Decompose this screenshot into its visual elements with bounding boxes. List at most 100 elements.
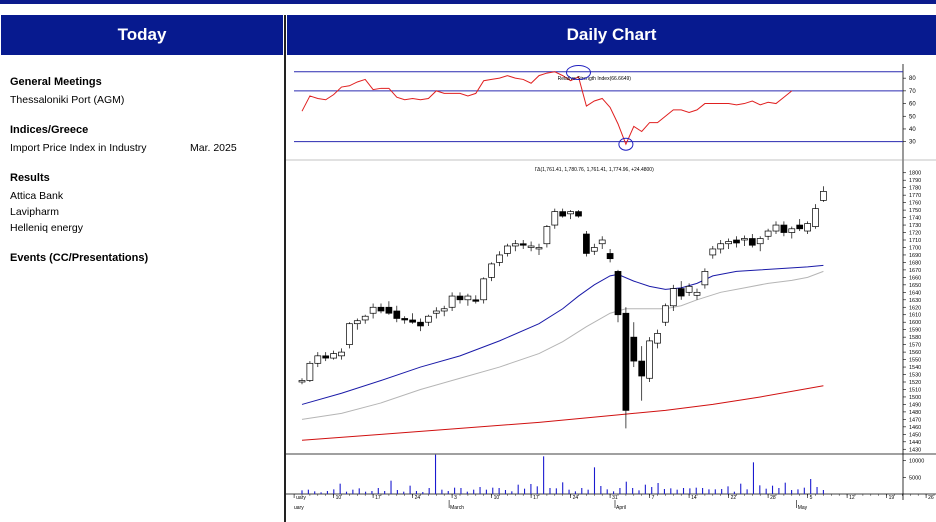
candle-body [598,239,606,245]
candle-body [314,355,322,364]
candle-body [590,247,598,252]
candle-body [464,295,472,301]
price-tick-label: 1620 [909,305,921,311]
price-label: ΓΔ(1,761.41, 1,780.76, 1,761.41, 1,774.9… [535,167,654,173]
rsi-tick-label: 50 [909,114,916,120]
section-results: Results Attica Bank Lavipharm Helleniq e… [10,172,278,236]
section-title: Results [10,172,50,184]
x-tick-label: 17 [375,495,381,501]
price-tick-label: 1670 [909,268,921,274]
candle-body [401,318,409,321]
candle-body [772,224,780,232]
candle-body [472,299,480,302]
price-tick-label: 1550 [909,358,921,364]
candle-body [788,228,796,233]
list-item: Thessaloniki Port (AGM) [10,92,278,108]
candle-body [804,223,811,232]
price-tick-label: 1490 [909,402,921,408]
price-tick-label: 1650 [909,283,921,289]
candle-body [361,315,369,321]
price-tick-label: 1470 [909,417,921,423]
candle-body [519,243,527,246]
candle-body [425,315,432,323]
section-indices-greece: Indices/Greece Import Price Index in Ind… [10,124,278,156]
candle-body [488,263,495,278]
candle-body [440,308,448,312]
price-tick-label: 1540 [909,365,921,371]
candle-body [756,238,764,245]
month-label: May [798,505,808,511]
item-name: Helleniq energy [10,222,83,234]
price-tick-label: 1710 [909,238,921,244]
x-tick-label: 10 [494,495,500,501]
first-month-label: uary [294,505,304,511]
candle-body [567,211,574,215]
candle-body [630,336,638,362]
price-tick-label: 1500 [909,395,921,401]
rsi-line [301,71,793,146]
today-header: Today [1,15,283,55]
section-title: Events (CC/Presentations) [10,252,149,264]
candle-body [796,224,804,230]
list-item: Attica Bank [10,188,278,204]
volume-tick-label: 10000 [909,459,924,465]
candle-body [369,306,377,314]
candle-body [709,248,717,256]
rsi-label: Relative Strength Index(66.6649) [558,76,632,82]
candle-body [432,310,440,314]
section-events: Events (CC/Presentations) [10,252,278,264]
section-title: Indices/Greece [10,124,89,136]
price-tick-label: 1770 [909,193,921,199]
candle-body [417,321,424,327]
candle-body [330,353,337,359]
rsi-tick-label: 70 [909,89,916,95]
candle-body [646,340,653,379]
candle-body [685,285,693,293]
price-tick-label: 1760 [909,201,921,207]
candle-body [614,271,622,316]
price-tick-label: 1740 [909,216,921,222]
candle-body [559,211,567,217]
candle-body [353,320,361,325]
price-tick-label: 1750 [909,208,921,214]
panel-divider [284,15,286,522]
price-tick-label: 1520 [909,380,921,386]
candle-body [322,355,330,359]
x-tick-label: 24 [415,495,421,501]
candle-body [527,245,535,248]
price-tick-label: 1640 [909,290,921,296]
candle-body [480,278,488,301]
item-name: Import Price Index in Industry [10,142,147,154]
rsi-tick-label: 80 [909,76,916,82]
price-tick-label: 1440 [909,440,921,446]
x-tick-label: 7 [652,495,655,501]
candle-body [741,238,748,241]
x-tick-label: 10 [336,495,342,501]
list-item: Lavipharm [10,204,278,220]
price-tick-label: 1580 [909,335,921,341]
mid-moving-average-line [301,270,824,420]
daily-chart-header: Daily Chart [287,15,936,55]
x-tick-label: 19 [889,495,895,501]
candle-body [669,288,677,307]
candle-body [717,243,725,250]
price-tick-label: 1780 [909,186,921,192]
candle-body [693,291,701,296]
candle-body [575,211,582,217]
top-accent-line [0,0,936,4]
daily-chart: 80 70 60 50 40 30 Relative Strength Index(66.6… [286,64,936,511]
candle-body [456,295,464,301]
rsi-tick-label: 40 [909,127,916,133]
x-tick-label: 12 [849,495,855,501]
candle-body [298,380,306,383]
x-tick-label: uary [296,495,306,501]
list-item: Helleniq energy [10,220,278,236]
price-tick-label: 1800 [909,171,921,177]
rsi-peak-marker [566,64,591,80]
price-tick-label: 1510 [909,387,921,393]
candle-body [764,230,772,237]
price-tick-label: 1530 [909,373,921,379]
price-tick-label: 1560 [909,350,921,356]
candle-body [346,323,353,345]
price-tick-label: 1730 [909,223,921,229]
